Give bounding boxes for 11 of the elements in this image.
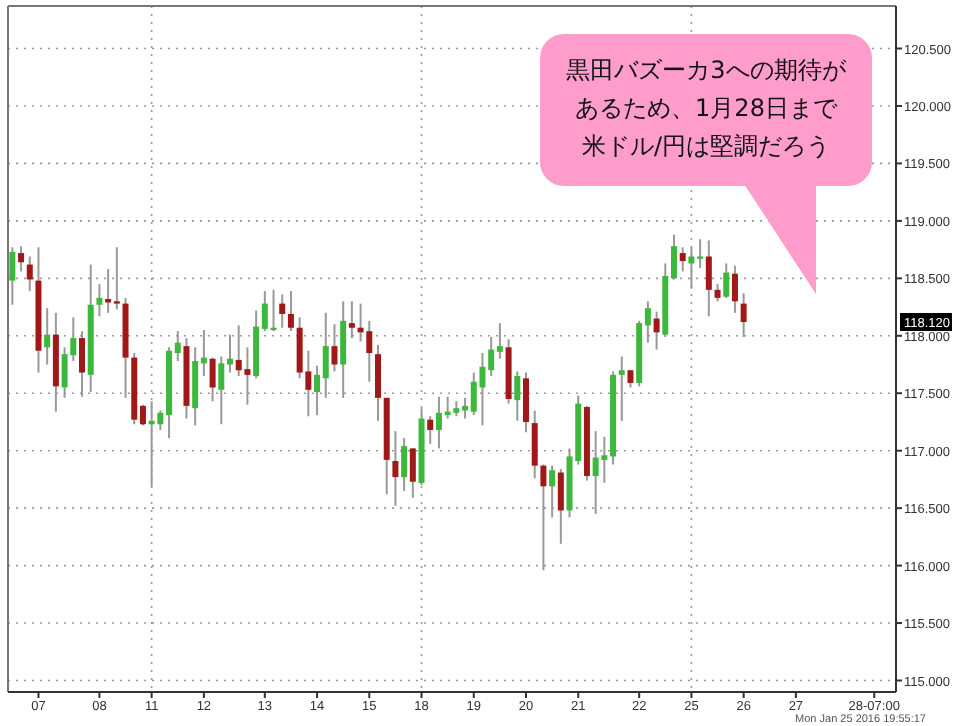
candlestick (653, 310, 660, 351)
candlestick (557, 468, 564, 545)
candlestick (366, 319, 373, 383)
candlestick (679, 246, 686, 273)
candlestick (18, 245, 25, 273)
candlestick (61, 346, 68, 399)
candlestick (287, 289, 294, 333)
candlestick (427, 415, 434, 445)
annotation: 黒田バズーカ3への期待があるため、1月28日まで米ドル/円は堅調だろう (566, 56, 848, 160)
candlestick (96, 283, 103, 318)
candlestick (279, 293, 286, 329)
